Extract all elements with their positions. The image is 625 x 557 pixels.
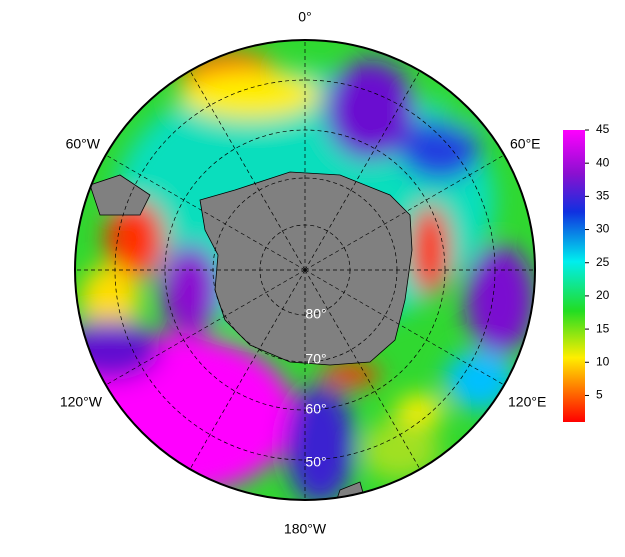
colorbar-tick-label: 20 (596, 288, 610, 302)
colorbar-tick-label: 45 (596, 122, 610, 136)
colorbar (563, 130, 585, 422)
colorbar-tick-label: 25 (596, 255, 610, 269)
latitude-label: 80° (305, 306, 326, 322)
latitude-label: 50° (305, 454, 326, 470)
land (89, 174, 151, 216)
meridian (105, 269, 306, 386)
colorbar-tick-label: 5 (596, 388, 603, 402)
colorbar-tick-label: 10 (596, 354, 610, 368)
colorbar-tick-label: 35 (596, 189, 610, 203)
meridian (304, 269, 505, 386)
colorbar-tick-label: 30 (596, 222, 610, 236)
map-border (74, 39, 536, 501)
meridian (304, 70, 421, 271)
longitude-label: 120°E (508, 394, 546, 410)
colorbar-tick-label: 40 (596, 155, 610, 169)
longitude-label: 0° (298, 9, 311, 25)
longitude-label: 120°W (60, 394, 103, 410)
longitude-label: 180°W (284, 521, 327, 537)
meridian (189, 70, 306, 271)
meridian (105, 154, 306, 271)
meridian (304, 154, 505, 271)
longitude-label: 60°E (510, 136, 541, 152)
meridian (304, 269, 421, 470)
latitude-label: 70° (305, 351, 326, 367)
longitude-label: 60°W (66, 136, 101, 152)
latitude-label: 60° (305, 401, 326, 417)
graticule (75, 40, 535, 500)
meridian (189, 269, 306, 470)
colorbar-tick-label: 15 (596, 321, 610, 335)
